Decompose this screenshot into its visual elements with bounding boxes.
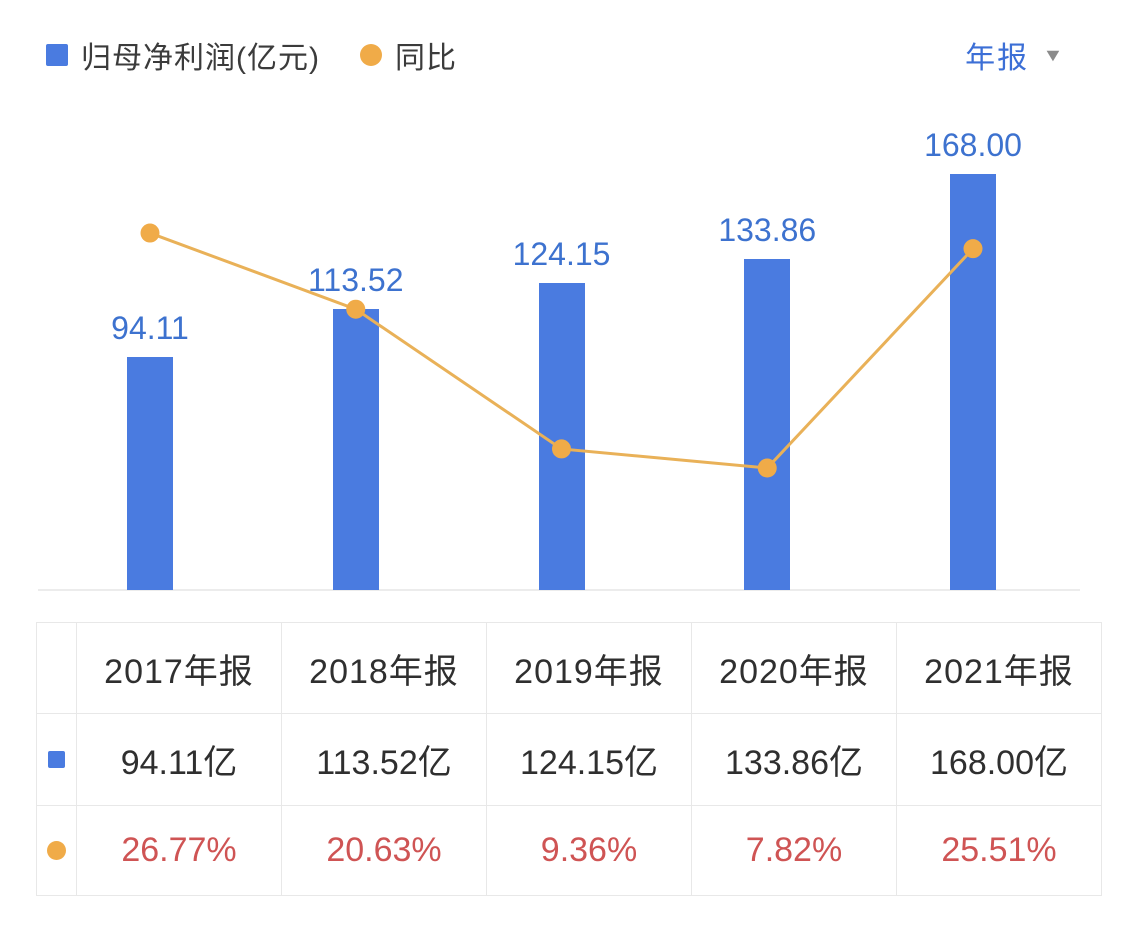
- table-header-2019年报: 2019年报: [487, 623, 692, 714]
- legend-item-yoy[interactable]: 同比: [359, 33, 457, 77]
- table-cell-net-profit-2017年报: 94.11亿: [77, 714, 282, 806]
- table-cell-yoy-2017年报: 26.77%: [77, 806, 282, 896]
- bar-value-label-2020年报: 133.86: [718, 211, 817, 248]
- yoy-dot-2017年报[interactable]: [140, 223, 160, 243]
- legend-label-net-profit: 归母净利润(亿元): [81, 42, 320, 75]
- table-marker-cell-yoy: [37, 806, 77, 896]
- bar-value-label-2018年报: 113.52: [308, 261, 404, 298]
- table-cell-net-profit-2019年报: 124.15亿: [487, 714, 692, 806]
- table-header-2021年报: 2021年报: [897, 623, 1102, 714]
- yoy-dot-2020年报[interactable]: [757, 458, 777, 478]
- bar-2018年报[interactable]: [332, 308, 379, 590]
- table-marker-circle-icon: [47, 841, 66, 860]
- data-table: 2017年报 2018年报 2019年报 2020年报 2021年报 94.11亿 113.…: [36, 622, 1102, 896]
- table-marker-cell-net-profit: [37, 714, 77, 806]
- period-selector[interactable]: 年报 ▼: [965, 39, 1064, 75]
- period-selector-label: 年报: [965, 42, 1030, 75]
- bar-value-label-2021年报: 168.00: [924, 127, 1022, 164]
- bar-value-label-2017年报: 94.11: [111, 309, 189, 346]
- bar-value-label-2019年报: 124.15: [512, 235, 611, 272]
- legend-dot-icon: [359, 44, 382, 66]
- legend-square-icon: [46, 44, 68, 66]
- table-cell-yoy-2020年报: 7.82%: [692, 806, 897, 896]
- table-header-2020年报: 2020年报: [692, 623, 897, 714]
- legend-item-net-profit[interactable]: 归母净利润(亿元): [46, 33, 320, 77]
- dropdown-arrow-icon: ▼: [1042, 44, 1064, 65]
- yoy-dot-2021年报[interactable]: [963, 239, 983, 259]
- table-cell-yoy-2019年报: 9.36%: [487, 806, 692, 896]
- table-cell-net-profit-2021年报: 168.00亿: [897, 714, 1102, 806]
- bar-2019年报[interactable]: [538, 282, 585, 590]
- yoy-dot-2019年报[interactable]: [552, 439, 571, 459]
- bar-2017年报[interactable]: [127, 356, 173, 590]
- table-cell-yoy-2018年报: 20.63%: [282, 806, 487, 896]
- chart-legend: 归母净利润(亿元) 同比: [46, 39, 457, 75]
- bar-line-chart: 94.11 113.52 124.15 133.86 168.00: [38, 127, 1080, 591]
- table-corner-cell: [37, 623, 77, 714]
- bar-2021年报[interactable]: [950, 174, 996, 590]
- table-cell-yoy-2021年报: 25.51%: [897, 806, 1102, 896]
- table-header-2018年报: 2018年报: [282, 623, 487, 714]
- table-cell-net-profit-2018年报: 113.52亿: [282, 714, 487, 806]
- table-marker-square-icon: [48, 751, 65, 768]
- chart-baseline: [38, 589, 1080, 591]
- table-cell-net-profit-2020年报: 133.86亿: [692, 714, 897, 806]
- bar-2020年报[interactable]: [744, 258, 791, 590]
- legend-label-yoy: 同比: [394, 42, 457, 75]
- table-header-2017年报: 2017年报: [77, 623, 282, 714]
- yoy-dot-2018年报[interactable]: [346, 299, 366, 319]
